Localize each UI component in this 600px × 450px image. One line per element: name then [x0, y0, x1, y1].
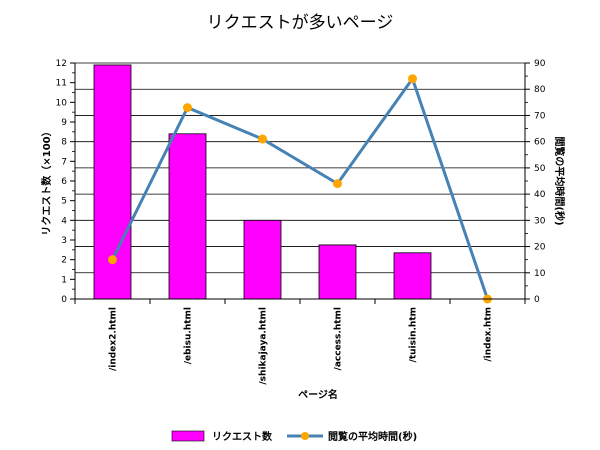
ticks: 01234567891011120102030405060708090/inde… — [56, 59, 546, 385]
y-left-tick-label: 7 — [61, 157, 67, 167]
bar — [243, 219, 282, 300]
x-tick-label: /index2.html — [109, 307, 119, 371]
y-left-tick-label: 9 — [61, 118, 67, 128]
y-left-tick-label: 6 — [61, 177, 67, 187]
legend-swatch-bar — [171, 430, 205, 442]
x-axis-label: ページ名 — [298, 388, 338, 401]
y-left-tick-label: 2 — [61, 256, 67, 266]
x-tick-label: /ebisu.html — [184, 307, 194, 364]
legend-swatch-marker — [301, 432, 309, 440]
y-left-tick-label: 11 — [56, 79, 67, 89]
bar — [393, 252, 432, 300]
y-right-tick-label: 30 — [534, 216, 546, 226]
y-axis-left-label: リクエスト数（×100） — [40, 126, 53, 235]
y-left-tick-label: 1 — [61, 275, 67, 285]
y-right-tick-label: 90 — [534, 59, 546, 69]
line-point — [258, 134, 267, 144]
y-left-tick-label: 8 — [61, 138, 67, 148]
y-right-tick-label: 20 — [534, 243, 546, 253]
x-tick-label: /tuisin.htm — [409, 307, 419, 362]
bar — [168, 133, 207, 300]
axes — [74, 63, 526, 300]
x-tick-label: /index.htm — [484, 307, 494, 362]
line-series — [108, 74, 492, 304]
bar — [318, 244, 357, 300]
series-line — [111, 75, 489, 300]
y-right-tick-label: 50 — [534, 164, 546, 174]
y-right-tick-label: 70 — [534, 111, 546, 121]
line-point — [108, 255, 117, 265]
y-right-tick-label: 0 — [534, 295, 540, 305]
line-point — [333, 179, 342, 189]
y-axis-right-label: 閲覧の平均時間(秒) — [553, 136, 566, 225]
y-left-tick-label: 5 — [61, 197, 67, 207]
bars — [93, 64, 432, 300]
legend: リクエスト数 閲覧の平均時間(秒) — [171, 430, 417, 443]
y-right-tick-label: 40 — [534, 190, 546, 200]
legend-label-bar: リクエスト数 — [212, 430, 273, 443]
y-left-tick-label: 3 — [61, 236, 67, 246]
y-left-tick-label: 0 — [61, 295, 67, 305]
y-right-tick-label: 10 — [534, 269, 546, 279]
y-left-tick-label: 12 — [56, 59, 67, 69]
grid — [75, 62, 525, 274]
chart-title: リクエストが多いページ — [207, 13, 394, 33]
line-point — [183, 103, 192, 113]
y-left-tick-label: 4 — [61, 216, 67, 226]
y-left-tick-label: 10 — [56, 98, 68, 108]
legend-label-line: 閲覧の平均時間(秒) — [328, 430, 417, 443]
y-right-tick-label: 80 — [534, 85, 546, 95]
x-tick-label: /access.html — [334, 307, 344, 370]
y-right-tick-label: 60 — [534, 138, 546, 148]
x-tick-label: /shikajaya.html — [259, 307, 269, 385]
line-point — [408, 74, 417, 84]
